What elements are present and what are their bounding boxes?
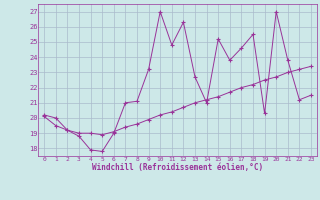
X-axis label: Windchill (Refroidissement éolien,°C): Windchill (Refroidissement éolien,°C) bbox=[92, 163, 263, 172]
